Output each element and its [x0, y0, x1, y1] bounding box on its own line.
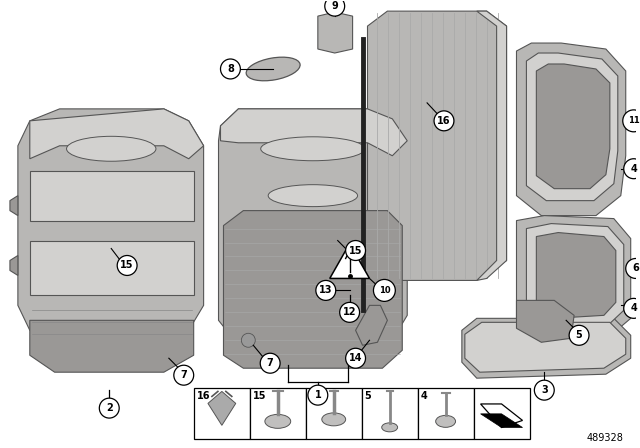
Text: 4: 4	[420, 391, 428, 401]
Polygon shape	[223, 211, 403, 368]
Text: 9: 9	[332, 1, 338, 11]
Polygon shape	[10, 255, 18, 276]
Polygon shape	[536, 233, 616, 319]
Circle shape	[241, 333, 255, 347]
Circle shape	[174, 365, 194, 385]
Text: 16: 16	[197, 391, 211, 401]
Polygon shape	[536, 64, 610, 189]
Polygon shape	[10, 196, 18, 215]
Polygon shape	[30, 171, 194, 220]
Circle shape	[624, 298, 640, 319]
Text: 14: 14	[349, 353, 362, 363]
Polygon shape	[318, 12, 353, 53]
Circle shape	[99, 398, 119, 418]
Text: 4: 4	[630, 164, 637, 174]
Bar	[418, 388, 474, 439]
Polygon shape	[481, 414, 522, 427]
Ellipse shape	[322, 413, 346, 426]
Circle shape	[346, 241, 365, 260]
Polygon shape	[481, 404, 522, 427]
Polygon shape	[221, 109, 407, 156]
Circle shape	[316, 280, 336, 300]
Polygon shape	[30, 320, 194, 372]
Circle shape	[308, 385, 328, 405]
Circle shape	[569, 325, 589, 345]
Bar	[306, 388, 362, 439]
Ellipse shape	[260, 137, 365, 161]
Polygon shape	[30, 241, 194, 295]
Text: 4: 4	[630, 303, 637, 313]
Text: 7: 7	[308, 391, 316, 401]
Text: 5: 5	[365, 391, 371, 401]
Circle shape	[340, 302, 360, 322]
Text: 3: 3	[541, 385, 548, 395]
Polygon shape	[462, 319, 630, 378]
Text: 7: 7	[180, 370, 187, 380]
Circle shape	[624, 159, 640, 179]
Polygon shape	[218, 109, 407, 360]
Ellipse shape	[268, 185, 358, 207]
Circle shape	[346, 348, 365, 368]
Text: 15: 15	[120, 260, 134, 271]
Text: 15: 15	[349, 246, 362, 255]
Polygon shape	[516, 215, 630, 338]
Circle shape	[374, 280, 396, 302]
Text: 13: 13	[319, 285, 333, 295]
Polygon shape	[527, 224, 624, 328]
Text: 12: 12	[343, 307, 356, 317]
Ellipse shape	[436, 415, 456, 427]
Text: 1: 1	[314, 390, 321, 400]
Circle shape	[534, 380, 554, 400]
Circle shape	[260, 353, 280, 373]
Circle shape	[434, 111, 454, 131]
Polygon shape	[356, 306, 387, 345]
Bar	[250, 388, 306, 439]
Circle shape	[324, 0, 345, 16]
Text: 5: 5	[576, 330, 582, 340]
Bar	[362, 388, 418, 439]
Ellipse shape	[246, 57, 300, 81]
Polygon shape	[330, 244, 369, 279]
Text: 2: 2	[106, 403, 113, 413]
Ellipse shape	[67, 136, 156, 161]
Circle shape	[626, 258, 640, 279]
Bar	[194, 388, 250, 439]
Polygon shape	[208, 392, 236, 425]
Text: 16: 16	[437, 116, 451, 126]
Bar	[474, 388, 529, 439]
Polygon shape	[527, 53, 618, 201]
Circle shape	[623, 110, 640, 132]
Polygon shape	[516, 43, 626, 215]
Text: 8: 8	[227, 64, 234, 74]
Text: 7: 7	[267, 358, 273, 368]
Text: 6: 6	[632, 263, 639, 273]
Polygon shape	[18, 109, 204, 345]
Text: 10: 10	[379, 286, 390, 295]
Ellipse shape	[265, 414, 291, 428]
Text: 15: 15	[253, 391, 266, 401]
Circle shape	[221, 59, 241, 79]
Text: 489328: 489328	[587, 433, 624, 443]
Text: 11: 11	[628, 116, 639, 125]
Polygon shape	[465, 322, 626, 372]
Polygon shape	[516, 300, 574, 342]
Polygon shape	[477, 11, 506, 280]
Circle shape	[117, 255, 137, 276]
Polygon shape	[367, 11, 506, 280]
Polygon shape	[30, 109, 204, 159]
Ellipse shape	[381, 423, 397, 432]
